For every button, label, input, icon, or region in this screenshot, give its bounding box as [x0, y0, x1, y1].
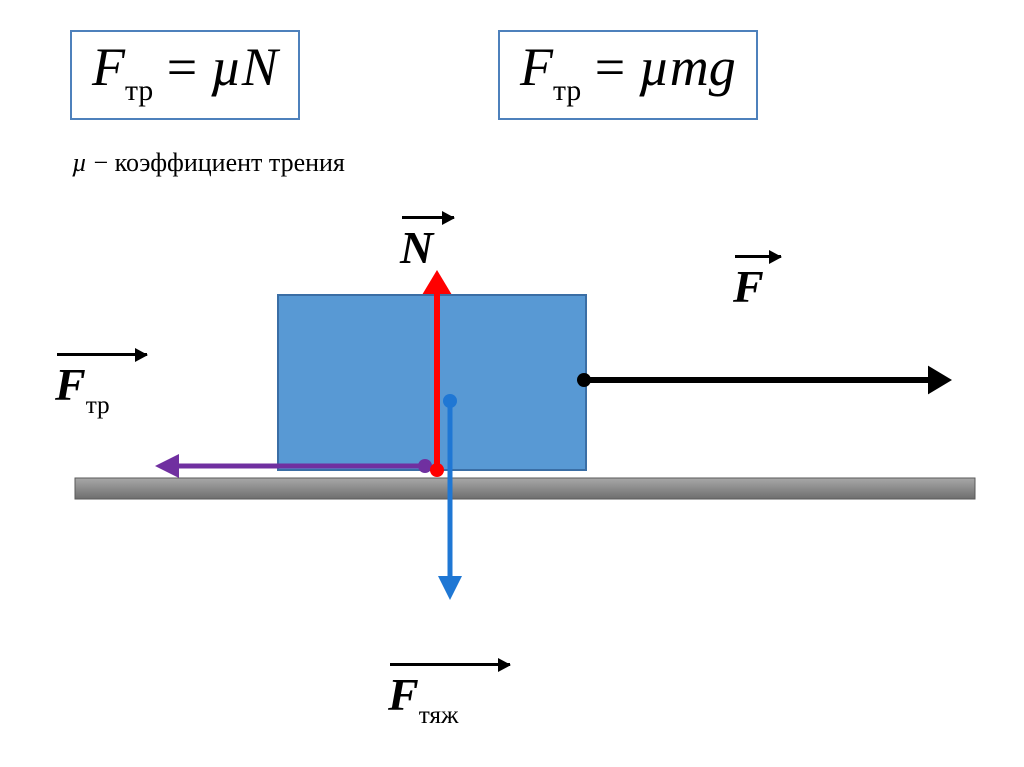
friction-arrow-head	[155, 454, 179, 478]
ground-rect	[75, 478, 975, 499]
force-diagram	[0, 0, 1024, 767]
applied-arrow-head	[928, 366, 952, 395]
gravity-arrow-head	[438, 576, 462, 600]
normal-arrow-head	[423, 270, 452, 294]
block-rect	[278, 295, 586, 470]
